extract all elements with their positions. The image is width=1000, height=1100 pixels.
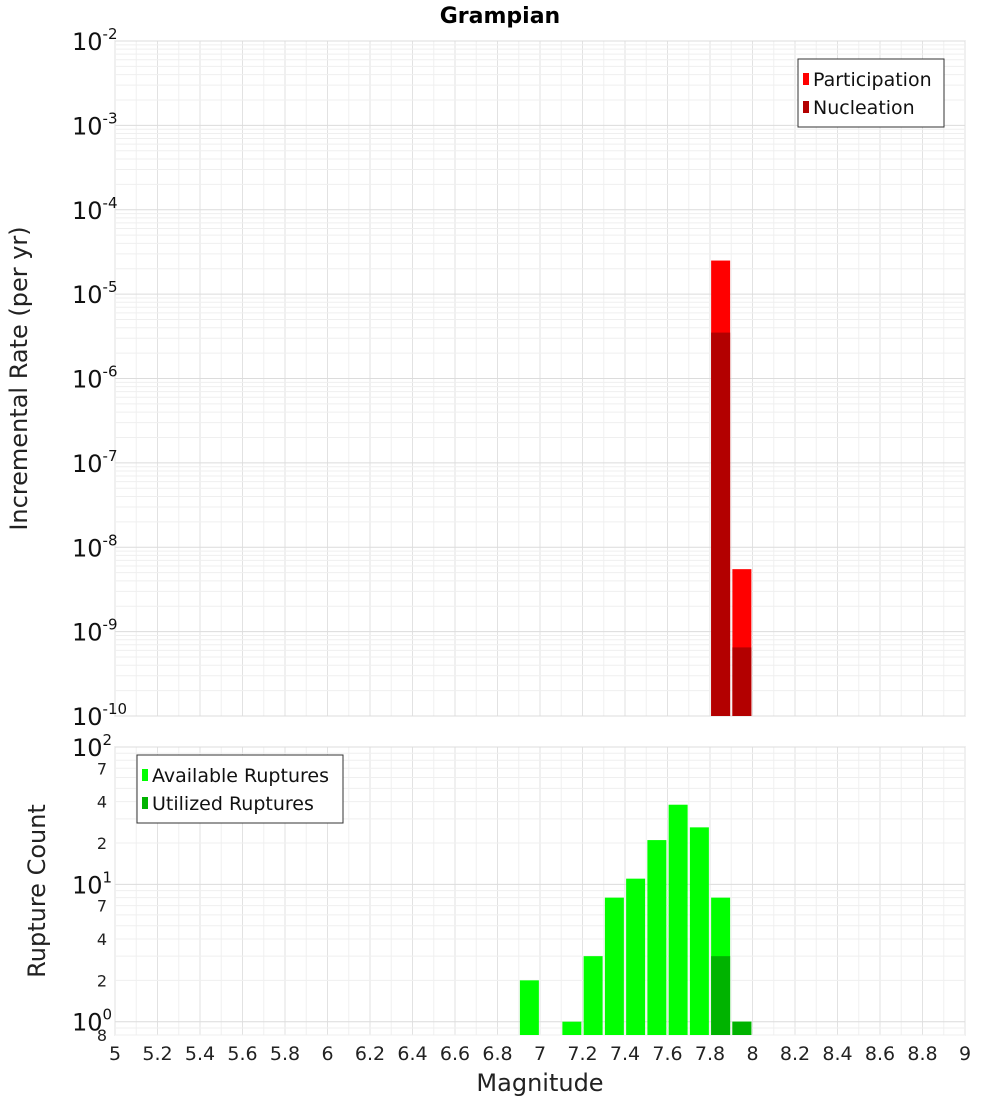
y-tick-label: 10-4	[72, 194, 118, 225]
bar-utilized-ruptures	[711, 956, 731, 1035]
bottom-legend: Available Ruptures Utilized Ruptures	[136, 754, 344, 824]
bottom-plot-panel: 102 101 100 7 4 2 7 4 2 8 Rupture Count Available…	[23, 731, 966, 1045]
x-tick-label: 8.4	[822, 1043, 852, 1065]
x-tick-label: 8	[746, 1043, 758, 1065]
x-tick-labels: 5 5.2 5.4 5.6 5.8 6 6.2 6.4 6.6 6.8 7 7.2 7.4 7.6 7.8 8…	[109, 1043, 971, 1065]
x-tick-label: 6	[321, 1043, 333, 1065]
bar-available-ruptures	[604, 897, 624, 1035]
y-minor-tick-label: 2	[97, 971, 107, 990]
top-bars	[711, 260, 752, 716]
x-tick-label: 6.2	[355, 1043, 385, 1065]
y-minor-tick-label: 8	[97, 1026, 107, 1045]
x-axis-label: Magnitude	[476, 1069, 603, 1097]
y-tick-label: 10-2	[72, 25, 118, 56]
bar-utilized-ruptures	[732, 1021, 752, 1035]
y-tick-label: 10-6	[72, 363, 118, 394]
x-tick-label: 9	[959, 1043, 971, 1065]
y-minor-tick-label: 4	[97, 930, 107, 949]
y-tick-label: 101	[72, 868, 112, 899]
legend-entry: Nucleation	[813, 97, 915, 119]
y-tick-label: 102	[72, 731, 112, 762]
x-tick-label: 7	[534, 1043, 546, 1065]
x-tick-label: 5	[109, 1043, 121, 1065]
top-y-tick-labels: 10-2 10-3 10-4 10-5 10-6 10-7 10-8 10-9 10-10	[72, 25, 127, 731]
bottom-bars	[519, 804, 752, 1035]
x-tick-label: 7.6	[652, 1043, 682, 1065]
x-tick-label: 8.8	[907, 1043, 937, 1065]
bar-available-ruptures	[647, 840, 667, 1035]
bar-available-ruptures	[562, 1021, 582, 1035]
y-minor-tick-label: 2	[97, 834, 107, 853]
top-y-axis-label: Incremental Rate (per yr)	[5, 226, 33, 530]
chart-title: Grampian	[440, 4, 560, 29]
top-gridlines	[114, 40, 966, 717]
y-minor-tick-label: 7	[97, 897, 107, 916]
bar-available-ruptures	[689, 827, 709, 1035]
x-tick-label: 8.6	[865, 1043, 895, 1065]
x-tick-label: 8.2	[780, 1043, 810, 1065]
legend-swatch	[142, 797, 148, 809]
legend-entry: Participation	[813, 69, 932, 91]
legend-swatch	[803, 73, 809, 85]
y-tick-label: 10-8	[72, 531, 118, 562]
bar-available-ruptures	[626, 878, 646, 1035]
x-tick-label: 6.6	[440, 1043, 470, 1065]
top-plot-panel: 10-2 10-3 10-4 10-5 10-6 10-7 10-8 10-9 10-10 In…	[5, 25, 966, 731]
y-minor-tick-label: 4	[97, 793, 107, 812]
top-legend: Participation Nucleation	[797, 58, 945, 128]
x-tick-label: 6.8	[482, 1043, 512, 1065]
x-tick-label: 5.6	[227, 1043, 257, 1065]
y-tick-label: 10-7	[72, 447, 118, 478]
legend-swatch	[803, 101, 809, 113]
legend-entry: Available Ruptures	[152, 765, 329, 787]
bar-available-ruptures	[583, 956, 603, 1035]
x-tick-label: 6.4	[397, 1043, 427, 1065]
legend-box	[136, 754, 344, 824]
bar-available-ruptures	[519, 980, 539, 1035]
legend-box	[797, 58, 945, 128]
y-minor-tick-label: 7	[97, 759, 107, 778]
legend-entry: Utilized Ruptures	[152, 793, 314, 815]
legend-swatch	[142, 769, 148, 781]
x-tick-label: 5.8	[270, 1043, 300, 1065]
bar-nucleation	[711, 332, 731, 716]
x-tick-label: 7.4	[610, 1043, 640, 1065]
bottom-y-tick-labels: 102 101 100 7 4 2 7 4 2 8	[72, 731, 112, 1045]
bottom-y-axis-label: Rupture Count	[23, 804, 51, 978]
y-tick-label: 10-9	[72, 616, 118, 647]
x-tick-label: 7.8	[695, 1043, 725, 1065]
bar-nucleation	[732, 647, 752, 716]
y-tick-label: 100	[72, 1006, 112, 1037]
x-tick-label: 5.2	[142, 1043, 172, 1065]
bar-available-ruptures	[668, 804, 688, 1035]
x-tick-label: 5.4	[185, 1043, 215, 1065]
y-tick-label: 10-3	[72, 109, 118, 140]
x-tick-label: 7.2	[567, 1043, 597, 1065]
y-tick-label: 10-10	[72, 700, 127, 731]
y-tick-label: 10-5	[72, 278, 118, 309]
